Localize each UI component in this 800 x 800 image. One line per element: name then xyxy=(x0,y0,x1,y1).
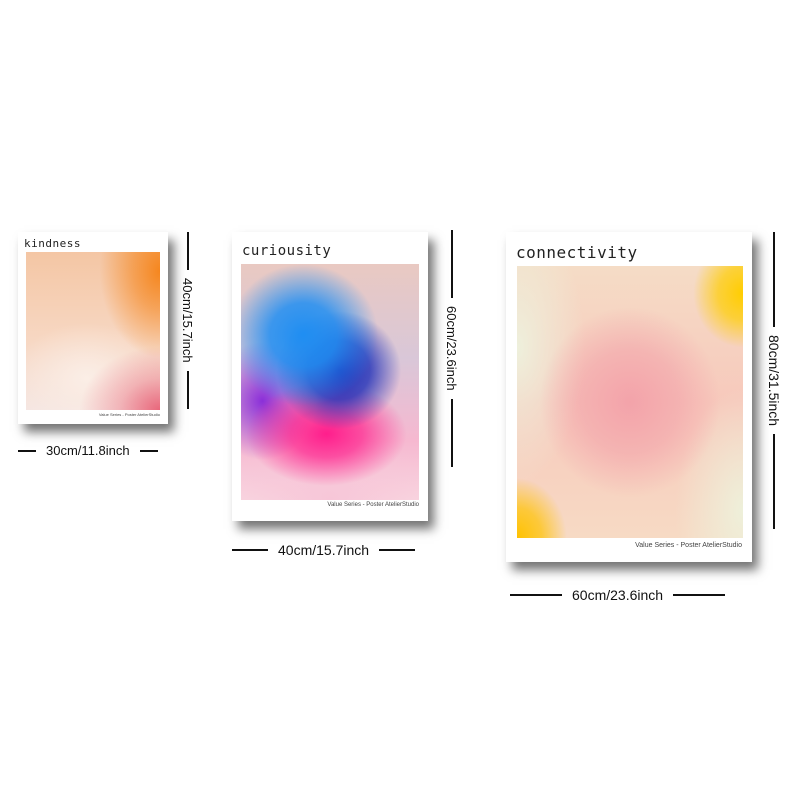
poster-artwork xyxy=(26,252,160,410)
height-label: 60cm/23.6inch xyxy=(444,306,459,391)
width-dimension-kindness: 30cm/11.8inch xyxy=(18,443,168,458)
height-dimension-kindness: 40cm/15.7inch xyxy=(180,232,195,424)
height-label: 40cm/15.7inch xyxy=(180,278,195,363)
height-label: 80cm/31.5inch xyxy=(766,335,782,427)
poster-caption: Value Series - Poster AtelierStudio xyxy=(98,412,160,417)
poster-title: connectivity xyxy=(516,243,638,262)
poster-kindness: kindness Value Series - Poster AtelierSt… xyxy=(18,232,168,424)
width-dimension-curiousity: 40cm/15.7inch xyxy=(232,542,428,558)
poster-artwork xyxy=(241,264,419,500)
poster-curiousity: curiousity Value Series - Poster Atelier… xyxy=(232,232,428,521)
height-dimension-curiousity: 60cm/23.6inch xyxy=(444,230,459,522)
width-label: 40cm/15.7inch xyxy=(278,542,370,558)
width-label: 30cm/11.8inch xyxy=(46,443,130,458)
width-label: 60cm/23.6inch xyxy=(572,587,664,603)
poster-connectivity: connectivity Value Series - Poster Ateli… xyxy=(506,232,752,562)
poster-title: curiousity xyxy=(242,243,332,259)
poster-artwork xyxy=(517,266,743,538)
poster-caption: Value Series - Poster AtelierStudio xyxy=(327,502,419,508)
height-dimension-connectivity: 80cm/31.5inch xyxy=(766,232,782,567)
poster-title: kindness xyxy=(24,237,81,250)
poster-caption: Value Series - Poster AtelierStudio xyxy=(635,542,742,549)
width-dimension-connectivity: 60cm/23.6inch xyxy=(510,587,748,603)
